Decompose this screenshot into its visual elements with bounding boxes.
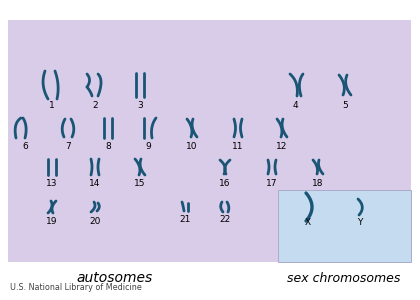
Text: 18: 18: [312, 179, 324, 188]
Text: 17: 17: [266, 179, 278, 188]
Text: 22: 22: [219, 215, 231, 224]
Text: 20: 20: [89, 217, 101, 226]
Text: 10: 10: [186, 142, 198, 151]
Text: 12: 12: [276, 142, 288, 151]
Text: 16: 16: [219, 179, 231, 188]
Bar: [8, 20, 411, 262]
Text: 7: 7: [65, 142, 71, 151]
Text: 2: 2: [92, 101, 98, 110]
Text: 21: 21: [179, 215, 191, 224]
Text: 9: 9: [145, 142, 151, 151]
Text: 13: 13: [46, 179, 58, 188]
Text: sex chromosomes: sex chromosomes: [287, 272, 401, 284]
Text: Y: Y: [357, 218, 363, 227]
Bar: [278, 190, 411, 262]
Text: X: X: [305, 218, 311, 227]
Text: U.S. National Library of Medicine: U.S. National Library of Medicine: [10, 283, 142, 292]
Text: 14: 14: [89, 179, 101, 188]
Text: 11: 11: [232, 142, 244, 151]
Text: 3: 3: [137, 101, 143, 110]
Text: 19: 19: [46, 217, 58, 226]
Text: 5: 5: [342, 101, 348, 110]
Text: autosomes: autosomes: [77, 271, 153, 285]
Text: 8: 8: [105, 142, 111, 151]
Text: 4: 4: [292, 101, 298, 110]
Text: 1: 1: [49, 101, 55, 110]
Text: 6: 6: [22, 142, 28, 151]
Text: 15: 15: [134, 179, 146, 188]
